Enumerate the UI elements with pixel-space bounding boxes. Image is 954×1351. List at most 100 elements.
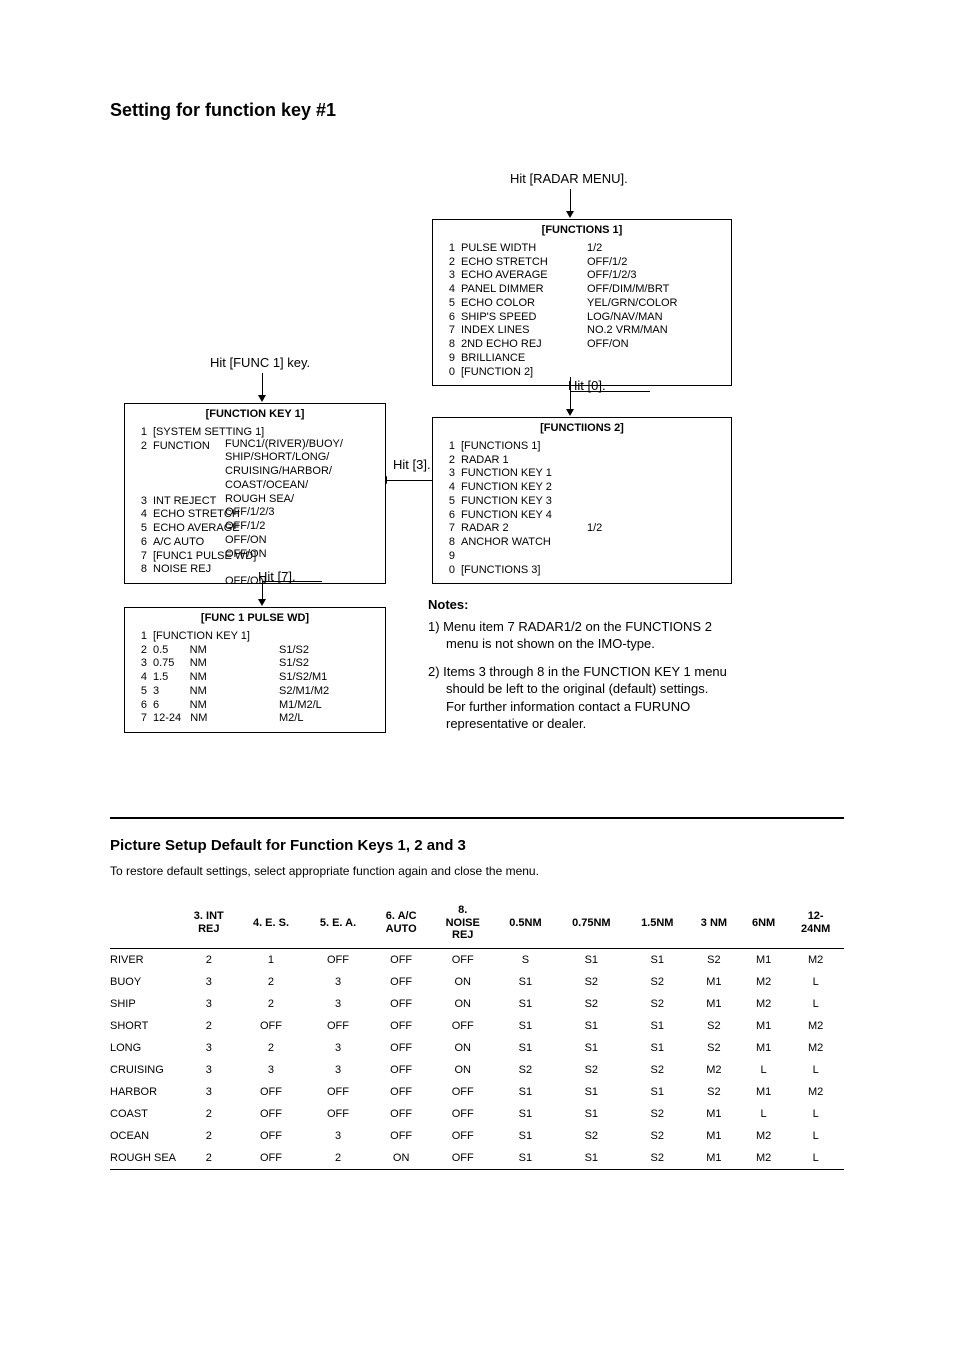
funckey1-nums: 1 2 3 4 5 6 7 8 xyxy=(135,426,147,577)
table-cell: OFF xyxy=(238,1147,305,1170)
table-cell: S1 xyxy=(495,1103,556,1125)
table-cell: 3 xyxy=(304,1125,371,1147)
table-cell: OFF xyxy=(304,1015,371,1037)
table-cell: OFF xyxy=(304,1103,371,1125)
table-header: 5. E. A. xyxy=(304,898,371,948)
table-cell: ON xyxy=(372,1147,431,1170)
table-cell: S2 xyxy=(556,971,627,993)
table-cell: 3 xyxy=(304,971,371,993)
table-row: CRUISING333OFFONS2S2S2M2LL xyxy=(110,1059,844,1081)
table-cell: ON xyxy=(431,993,495,1015)
table-header xyxy=(110,898,180,948)
table-cell: S2 xyxy=(627,1147,688,1170)
table-cell: S1 xyxy=(627,1081,688,1103)
table-cell: OFF xyxy=(372,1081,431,1103)
functions2-title: [FUNCTIIONS 2] xyxy=(433,418,731,438)
pulsewd-items: [FUNCTION KEY 1] 0.5 NM 0.75 NM 1.5 NM 3… xyxy=(153,630,273,726)
table-cell: OFF xyxy=(372,1059,431,1081)
table-cell: OFF xyxy=(238,1081,305,1103)
table-cell: S2 xyxy=(556,1059,627,1081)
functions1-items: PULSE WIDTH ECHO STRETCH ECHO AVERAGE PA… xyxy=(461,242,581,380)
table-cell: M2 xyxy=(740,993,787,1015)
table-cell: S1 xyxy=(495,993,556,1015)
table-cell: 2 xyxy=(180,1103,238,1125)
table-cell: 3 xyxy=(304,1037,371,1059)
table-cell: S1 xyxy=(556,1103,627,1125)
table-header: 0.75NM xyxy=(556,898,627,948)
pulsewd-title: [FUNC 1 PULSE WD] xyxy=(125,608,385,628)
row-label: SHIP xyxy=(110,993,180,1015)
table-cell: S2 xyxy=(627,1125,688,1147)
table-row: COAST2OFFOFFOFFOFFS1S1S2M1LL xyxy=(110,1103,844,1125)
hit-func1-label: Hit [FUNC 1] key. xyxy=(210,355,310,370)
hit-0-label: Hit [0]. xyxy=(568,378,606,393)
section-divider xyxy=(110,817,844,819)
table-cell: OFF xyxy=(372,1103,431,1125)
table-cell: S1 xyxy=(556,1147,627,1170)
table-cell: S1 xyxy=(495,1015,556,1037)
note-2: 2) Items 3 through 8 in the FUNCTION KEY… xyxy=(428,663,728,733)
pulsewd-box: [FUNC 1 PULSE WD] 1 2 3 4 5 6 7 [FUNCTIO… xyxy=(124,607,386,733)
table-row: HARBOR3OFFOFFOFFOFFS1S1S1S2M1M2 xyxy=(110,1081,844,1103)
subsection-desc: To restore default settings, select appr… xyxy=(110,864,844,878)
note-1: 1) Menu item 7 RADAR1/2 on the FUNCTIONS… xyxy=(428,618,728,653)
table-cell: M1 xyxy=(688,1103,740,1125)
table-row: SHORT2OFFOFFOFFOFFS1S1S1S2M1M2 xyxy=(110,1015,844,1037)
defaults-table: 3. INTREJ4. E. S.5. E. A.6. A/CAUTO8.NOI… xyxy=(110,898,844,1170)
table-cell: M2 xyxy=(787,1081,844,1103)
functions1-nums: 1 2 3 4 5 6 7 8 9 0 xyxy=(443,242,455,380)
table-header: 3. INTREJ xyxy=(180,898,238,948)
hit-3-label: Hit [3]. xyxy=(393,457,431,472)
table-cell: M2 xyxy=(740,971,787,993)
functions1-title: [FUNCTIONS 1] xyxy=(433,220,731,240)
table-cell: S1 xyxy=(495,1125,556,1147)
functions1-box: [FUNCTIONS 1] 1 2 3 4 5 6 7 8 9 0 PULSE … xyxy=(432,219,732,386)
table-row: RIVER21OFFOFFOFFSS1S1S2M1M2 xyxy=(110,948,844,971)
table-header: 3 NM xyxy=(688,898,740,948)
page-title: Setting for function key #1 xyxy=(110,100,844,121)
table-cell: 2 xyxy=(238,971,305,993)
row-label: CRUISING xyxy=(110,1059,180,1081)
table-cell: S1 xyxy=(556,1037,627,1059)
table-cell: S1 xyxy=(556,1081,627,1103)
table-cell: 2 xyxy=(304,1147,371,1170)
table-cell: S2 xyxy=(556,1125,627,1147)
table-cell: OFF xyxy=(431,1081,495,1103)
table-cell: OFF xyxy=(238,1125,305,1147)
subsection-title: Picture Setup Default for Function Keys … xyxy=(110,837,844,854)
table-cell: L xyxy=(787,993,844,1015)
table-row: OCEAN2OFF3OFFOFFS1S2S2M1M2L xyxy=(110,1125,844,1147)
funckey1-title: [FUNCTION KEY 1] xyxy=(125,404,385,424)
hit-radar-menu-label: Hit [RADAR MENU]. xyxy=(510,171,628,186)
table-cell: S2 xyxy=(627,1103,688,1125)
table-cell: 3 xyxy=(304,1059,371,1081)
table-cell: OFF xyxy=(431,1125,495,1147)
table-cell: ON xyxy=(431,1037,495,1059)
table-cell: 3 xyxy=(180,1081,238,1103)
table-cell: L xyxy=(787,971,844,993)
row-label: RIVER xyxy=(110,948,180,971)
table-cell: S2 xyxy=(688,948,740,971)
table-cell: S xyxy=(495,948,556,971)
row-label: SHORT xyxy=(110,1015,180,1037)
funckey1-box: [FUNCTION KEY 1] 1 2 3 4 5 6 7 8 [SYSTEM… xyxy=(124,403,386,584)
table-cell: M1 xyxy=(688,1147,740,1170)
table-cell: OFF xyxy=(372,993,431,1015)
table-cell: S1 xyxy=(495,971,556,993)
row-label: COAST xyxy=(110,1103,180,1125)
table-cell: OFF xyxy=(372,1015,431,1037)
table-cell: S2 xyxy=(627,993,688,1015)
functions2-nums: 1 2 3 4 5 6 7 8 9 0 xyxy=(443,440,455,578)
table-cell: L xyxy=(787,1147,844,1170)
table-header: 4. E. S. xyxy=(238,898,305,948)
pulsewd-vals: S1/S2 S1/S2 S1/S2/M1 S2/M1/M2 M1/M2/L M2… xyxy=(279,630,329,726)
table-cell: S1 xyxy=(627,1037,688,1059)
table-row: SHIP323OFFONS1S2S2M1M2L xyxy=(110,993,844,1015)
table-cell: M1 xyxy=(740,1081,787,1103)
table-cell: M2 xyxy=(787,1037,844,1059)
funckey1-vals: FUNC1/(RIVER)/BUOY/ SHIP/SHORT/LONG/ CRU… xyxy=(225,424,343,589)
table-cell: 3 xyxy=(180,971,238,993)
table-row: LONG323OFFONS1S1S1S2M1M2 xyxy=(110,1037,844,1059)
table-cell: OFF xyxy=(304,948,371,971)
table-cell: 2 xyxy=(180,948,238,971)
